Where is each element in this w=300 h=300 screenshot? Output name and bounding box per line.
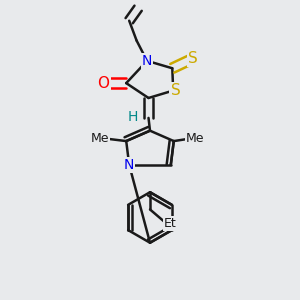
Text: H: H: [128, 110, 138, 124]
Text: Me: Me: [186, 132, 204, 145]
Text: Et: Et: [164, 217, 176, 230]
Text: S: S: [171, 83, 180, 98]
Text: S: S: [188, 51, 198, 66]
Text: N: N: [142, 54, 152, 68]
Text: N: N: [124, 158, 134, 172]
Text: Me: Me: [91, 132, 109, 145]
Text: O: O: [97, 76, 109, 91]
